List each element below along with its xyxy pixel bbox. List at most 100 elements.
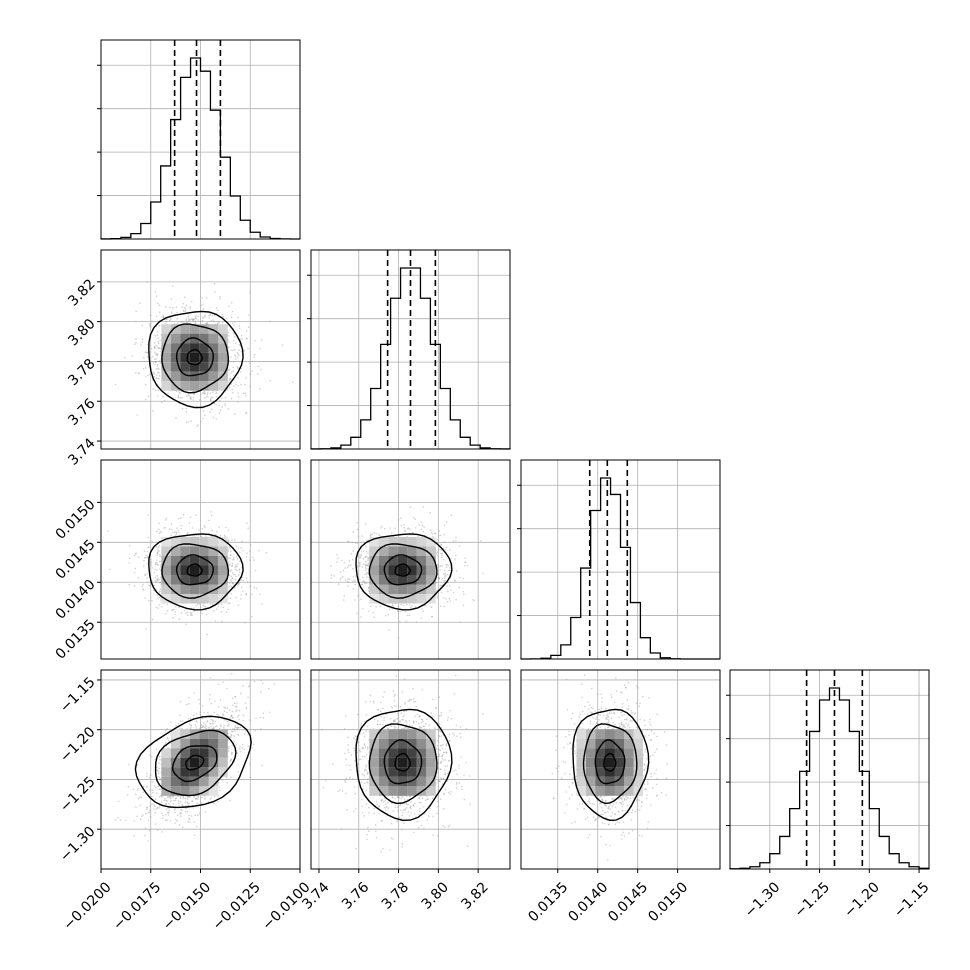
density-cell (218, 324, 228, 334)
sample-point (448, 597, 451, 600)
sample-point (235, 575, 237, 578)
sample-point (226, 782, 228, 784)
sample-point (441, 552, 444, 555)
sample-point (245, 593, 248, 595)
sample-point (169, 820, 172, 822)
sample-point (168, 802, 170, 805)
sample-point (225, 318, 227, 320)
sample-point (154, 291, 157, 293)
histogram-panel-4 (726, 669, 930, 870)
sample-point (223, 710, 226, 713)
sample-point (442, 597, 445, 599)
sample-point (421, 524, 424, 527)
sample-point (235, 358, 237, 360)
sample-point (212, 609, 215, 612)
sample-point (232, 573, 235, 575)
sample-point (244, 392, 247, 395)
sample-point (163, 527, 165, 529)
sample-point (425, 604, 428, 607)
sample-point (234, 566, 236, 569)
density-cell (208, 594, 219, 604)
scatter-panel-3-1 (100, 459, 301, 660)
sample-point (340, 577, 342, 579)
sample-point (240, 367, 243, 370)
sample-point (183, 320, 185, 323)
sample-point (230, 569, 232, 571)
sample-point (166, 800, 168, 802)
sample-point (194, 320, 197, 322)
sample-point (155, 377, 157, 380)
sample-point (158, 522, 160, 525)
sample-point (229, 799, 231, 802)
sample-point (357, 595, 359, 597)
sample-point (143, 565, 145, 567)
sample-point (176, 317, 178, 320)
sample-point (358, 562, 361, 564)
sample-point (397, 519, 400, 521)
histogram-step (100, 57, 301, 240)
sample-point (234, 705, 237, 708)
sample-point (154, 361, 157, 363)
sample-point (156, 575, 158, 577)
sample-point (170, 311, 173, 313)
sample-point (292, 381, 294, 384)
sample-point (224, 403, 226, 405)
sample-point (247, 685, 250, 688)
sample-point (227, 345, 230, 348)
sample-point (232, 339, 235, 342)
sample-point (154, 346, 156, 349)
sample-point (198, 529, 200, 531)
sample-point (154, 805, 156, 808)
sample-point (158, 311, 161, 314)
sample-point (141, 815, 143, 818)
panel-frame (520, 459, 721, 660)
density-cell (416, 594, 427, 604)
sample-point (141, 341, 144, 343)
sample-point (440, 556, 443, 559)
density-cell (180, 584, 190, 594)
sample-point (159, 359, 162, 361)
sample-point (352, 580, 354, 583)
density-cell (208, 537, 219, 547)
sample-point (443, 573, 445, 575)
sample-point (356, 521, 358, 524)
sample-point (151, 618, 154, 621)
sample-point (229, 717, 232, 719)
sample-point (185, 407, 187, 410)
sample-point (191, 527, 194, 529)
sample-point (246, 522, 248, 524)
sample-point (255, 587, 258, 590)
sample-point (249, 763, 251, 765)
sample-point (217, 683, 220, 686)
density-cell (199, 537, 209, 547)
sample-point (159, 566, 162, 568)
sample-point (230, 397, 233, 400)
sample-point (154, 576, 157, 579)
histogram-step (310, 267, 511, 450)
sample-point (227, 540, 230, 542)
sample-point (194, 514, 197, 516)
sample-point (240, 547, 242, 549)
sample-point (445, 566, 448, 568)
sample-point (232, 349, 234, 352)
sample-point (157, 340, 159, 343)
sample-point (149, 558, 152, 561)
sample-point (196, 603, 199, 606)
sample-point (339, 571, 342, 573)
sample-point (203, 605, 206, 608)
sample-point (184, 308, 187, 311)
sample-point (436, 551, 438, 554)
sample-point (232, 391, 234, 394)
sample-point (233, 321, 236, 323)
sample-point (204, 392, 206, 394)
sample-point (342, 575, 344, 578)
sample-point (464, 557, 467, 559)
sample-point (155, 606, 157, 608)
sample-point (199, 610, 202, 613)
sample-point (405, 620, 408, 623)
sample-point (162, 316, 165, 319)
sample-point (145, 628, 147, 630)
sample-point (246, 552, 248, 555)
sample-point (371, 533, 373, 536)
density-cell (189, 352, 200, 363)
